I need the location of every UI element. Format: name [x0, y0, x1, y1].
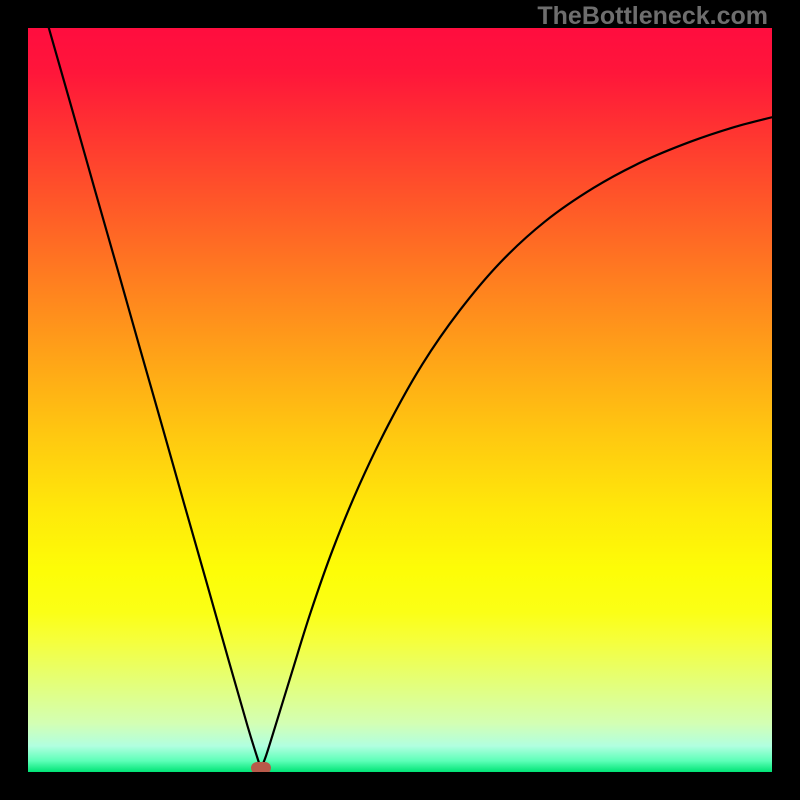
plot-area [28, 28, 772, 772]
curve-svg [28, 28, 772, 772]
minimum-marker [251, 762, 271, 772]
watermark-text: TheBottleneck.com [537, 2, 768, 31]
curve-left-branch [49, 28, 261, 768]
curve-right-branch [261, 117, 772, 768]
